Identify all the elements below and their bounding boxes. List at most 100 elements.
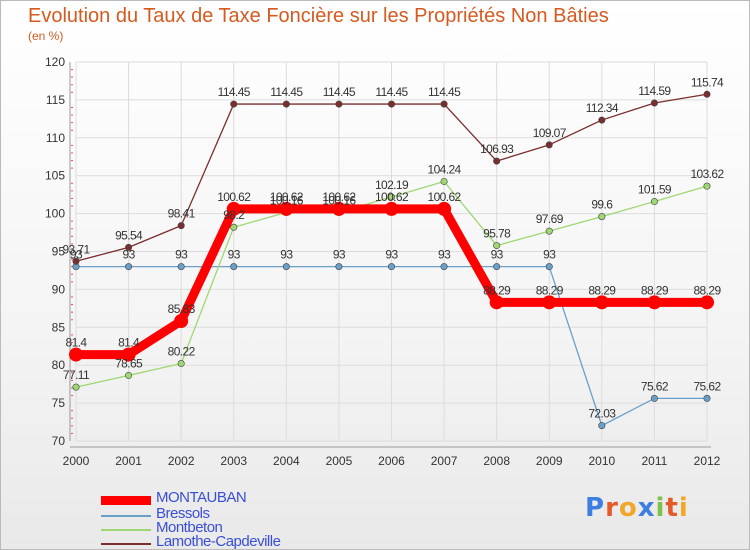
data-point (177, 222, 185, 230)
x-tick-label: 2002 (168, 454, 195, 468)
data-point (331, 201, 346, 216)
data-point (598, 213, 606, 221)
x-tick-label: 2004 (273, 454, 300, 468)
data-label: 80.22 (168, 345, 196, 359)
data-label: 114.59 (638, 84, 671, 98)
x-tick-label: 2003 (220, 454, 247, 468)
logo-letter: t (665, 493, 679, 523)
x-tick-label: 2010 (588, 454, 615, 468)
data-point (72, 257, 80, 265)
legend-label: Bressols (156, 505, 210, 522)
data-point (226, 201, 241, 216)
logo-letter: x (637, 493, 656, 523)
data-point (69, 347, 83, 362)
y-tick-label: 75 (52, 396, 66, 410)
data-label: 106.93 (480, 142, 514, 156)
data-label: 81.4 (66, 336, 88, 350)
data-label: 88.29 (483, 283, 511, 297)
data-label: 78.65 (115, 356, 143, 370)
logo-letter: P (585, 493, 606, 523)
y-tick-label: 115 (46, 93, 65, 107)
data-point (230, 223, 238, 231)
data-label: 100.62 (375, 190, 409, 204)
data-label: 93 (543, 248, 556, 262)
data-point (230, 263, 238, 271)
y-tick-label: 110 (46, 131, 65, 145)
data-label: 100.16 (270, 193, 304, 207)
y-tick-label: 80 (52, 358, 66, 372)
data-label: 95.54 (115, 228, 143, 242)
chart-title: Evolution du Taux de Taxe Foncière sur l… (28, 5, 609, 27)
data-point (72, 383, 80, 391)
data-label: 100.62 (270, 190, 304, 204)
data-point (384, 201, 399, 216)
logo-letter: r (605, 493, 619, 523)
data-point (493, 157, 501, 165)
data-point (387, 263, 395, 271)
data-label: 75.62 (693, 379, 721, 393)
data-point (440, 263, 448, 271)
chart-subtitle: (en %) (28, 29, 64, 43)
data-label: 95.78 (483, 227, 511, 241)
data-point (542, 295, 557, 310)
x-tick-label: 2006 (378, 454, 405, 468)
data-point (440, 177, 448, 185)
data-label: 75.62 (641, 379, 669, 393)
data-point (493, 242, 501, 250)
data-point (125, 263, 133, 271)
data-point (594, 295, 609, 310)
data-point (230, 100, 238, 108)
legend-swatch (101, 495, 151, 505)
data-point (279, 201, 294, 216)
data-label: 114.45 (375, 85, 408, 99)
data-point (121, 347, 136, 362)
legend-swatch (101, 529, 151, 531)
data-point (703, 90, 711, 98)
data-point (387, 100, 395, 108)
data-label: 98.2 (223, 208, 245, 222)
x-tick-label: 2000 (63, 454, 90, 468)
data-point (598, 422, 606, 430)
data-label: 72.03 (588, 407, 616, 421)
x-tick-label: 2012 (694, 454, 721, 468)
data-label: 93.71 (62, 242, 90, 256)
proxiti-logo: Proxiti (585, 493, 689, 523)
data-label: 93 (438, 248, 451, 262)
y-tick-label: 70 (52, 434, 66, 448)
data-label: 114.45 (428, 85, 461, 99)
data-label: 77.11 (63, 368, 90, 382)
data-label: 98.41 (168, 207, 196, 221)
data-label: 85.83 (168, 302, 196, 316)
y-tick-label: 120 (45, 55, 65, 69)
data-label: 103.62 (690, 167, 724, 181)
y-tick-label: 105 (45, 169, 65, 183)
data-label: 100.16 (322, 193, 356, 207)
data-label: 88.29 (641, 283, 669, 297)
data-label: 93 (175, 248, 188, 262)
x-tick-label: 2001 (115, 454, 142, 468)
data-point (703, 394, 711, 402)
logo-letter: i (678, 493, 689, 523)
data-label: 88.29 (588, 283, 616, 297)
data-label: 102.19 (375, 178, 409, 192)
data-point (545, 263, 553, 271)
data-label: 99.6 (591, 198, 613, 212)
x-tick-label: 2008 (483, 454, 510, 468)
logo-letter: i (655, 493, 666, 523)
data-point (650, 394, 658, 402)
data-point (598, 116, 606, 124)
data-point (545, 141, 553, 149)
data-point (489, 295, 504, 310)
data-label: 93 (385, 248, 398, 262)
y-tick-label: 100 (45, 207, 65, 221)
data-label: 81.4 (118, 336, 140, 350)
data-label: 104.24 (428, 162, 462, 176)
data-label: 93 (123, 248, 136, 262)
data-point (650, 99, 658, 107)
data-point (125, 371, 133, 379)
data-point (177, 263, 185, 271)
data-point (335, 100, 343, 108)
data-point (437, 201, 452, 216)
data-label: 114.45 (270, 85, 303, 99)
data-label: 114.45 (218, 85, 251, 99)
